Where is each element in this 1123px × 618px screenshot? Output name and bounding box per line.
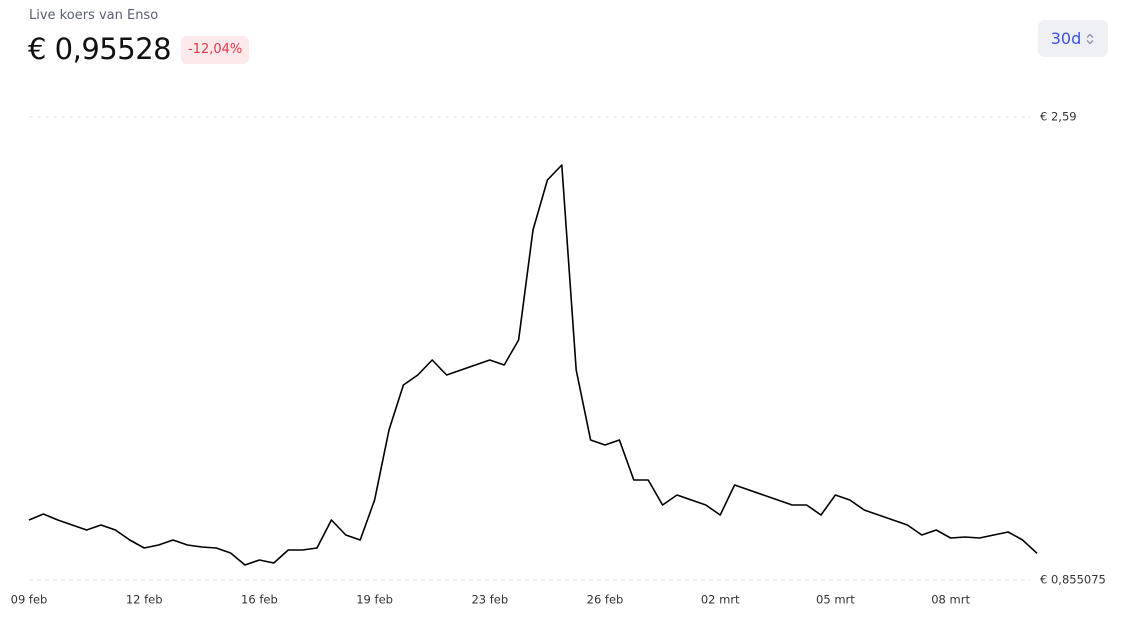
subtitle: Live koers van Enso	[29, 8, 159, 23]
x-tick-label: 08 mrt	[931, 593, 970, 607]
y-tick-label: € 0,855075	[1040, 573, 1106, 587]
y-tick-label: € 2,59	[1040, 110, 1077, 124]
range-label: 30d	[1050, 29, 1082, 48]
x-tick-label: 09 feb	[11, 593, 48, 607]
x-tick-label: 12 feb	[126, 593, 163, 607]
change-badge: -12,04%	[181, 36, 250, 64]
chevron-icon	[1086, 33, 1094, 44]
x-tick-label: 26 feb	[587, 593, 624, 607]
x-tick-label: 05 mrt	[816, 593, 855, 607]
range-button[interactable]: 30d	[1038, 20, 1108, 57]
x-tick-label: 19 feb	[356, 593, 393, 607]
x-tick-label: 16 feb	[241, 593, 278, 607]
x-tick-label: 02 mrt	[701, 593, 740, 607]
x-tick-label: 23 feb	[471, 593, 508, 607]
price: € 0,95528	[28, 32, 172, 66]
price-line	[28, 164, 1038, 566]
